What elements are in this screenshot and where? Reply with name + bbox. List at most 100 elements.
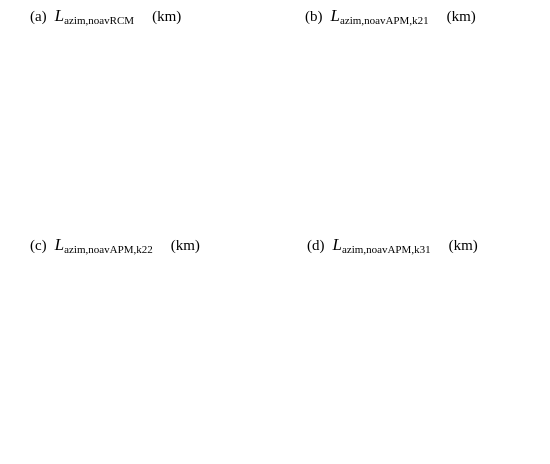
heatmap-cell (455, 110, 461, 115)
heatmap-cell (475, 96, 481, 101)
heatmap-cell (119, 183, 124, 188)
heatmap-cell (54, 334, 60, 339)
heatmap-cell (172, 64, 177, 69)
heatmap-cell (182, 120, 187, 125)
heatmap-cell (151, 43, 156, 48)
heatmap-cell (112, 68, 117, 73)
heatmap-cell (370, 176, 376, 181)
colorbar-step (511, 136, 521, 139)
heatmap-cell (172, 148, 177, 153)
heatmap-cell (140, 89, 145, 94)
heatmap-cell (58, 327, 64, 332)
heatmap-cell (207, 96, 212, 101)
heatmap-cell (419, 162, 424, 167)
heatmap-cell (398, 148, 404, 153)
heatmap-cell (439, 64, 444, 69)
heatmap-cell (350, 162, 355, 167)
heatmap-cell (330, 110, 335, 115)
heatmap-cell (80, 155, 85, 160)
heatmap-cell (431, 99, 436, 104)
heatmap-cell (427, 173, 432, 178)
heatmap-cell (119, 187, 124, 192)
heatmap-cell (54, 313, 60, 318)
heatmap-cell (126, 124, 131, 129)
heatmap-cell (110, 344, 116, 350)
heatmap-cell (161, 110, 166, 115)
heatmap-cell (50, 334, 56, 339)
heatmap-cell (179, 61, 184, 66)
heatmap-cell (410, 113, 416, 118)
heatmap-cell (487, 61, 493, 66)
heatmap-cell (471, 82, 477, 87)
heatmap-cell (406, 169, 412, 174)
heatmap-cell (179, 145, 184, 150)
heatmap-cell (144, 47, 149, 52)
heatmap-cell (80, 92, 85, 97)
heatmap-cell (186, 120, 191, 125)
heatmap-cell (33, 415, 38, 420)
heatmap-cell (467, 54, 473, 59)
x-tick-label: 0.3 (205, 198, 217, 208)
heatmap-cell (334, 176, 339, 181)
heatmap-cell (115, 47, 120, 52)
heatmap-cell (200, 110, 205, 115)
colorbar-step (511, 45, 521, 49)
heatmap-cell (110, 313, 116, 318)
heatmap-cell (63, 75, 68, 80)
heatmap-cell (129, 68, 135, 73)
colorbar-step (224, 90, 234, 93)
heatmap-cell (126, 162, 131, 167)
heatmap-cell (402, 162, 408, 167)
heatmap-cell (84, 352, 90, 357)
heatmap-cell (54, 278, 60, 283)
heatmap-cell (366, 57, 372, 62)
heatmap-cell (168, 159, 173, 164)
heatmap-cell (346, 85, 351, 90)
heatmap-cell (45, 387, 51, 392)
heatmap-cell (447, 110, 453, 115)
heatmap-cell (33, 362, 38, 367)
heatmap-cell (37, 390, 43, 395)
heatmap-cell (419, 166, 424, 171)
heatmap-cell (114, 348, 120, 353)
heatmap-cell (67, 288, 73, 293)
heatmap-cell (186, 78, 191, 83)
heatmap-cell (77, 124, 82, 129)
heatmap-cell (41, 299, 47, 304)
heatmap-cell (398, 117, 404, 122)
colorbar-step (224, 136, 234, 139)
heatmap-cell (97, 394, 103, 399)
heatmap-cell (144, 127, 149, 132)
heatmap-cell (447, 180, 453, 185)
heatmap-cell (415, 92, 420, 97)
heatmap-cell (105, 418, 111, 424)
heatmap-cell (443, 173, 448, 178)
heatmap-cell (50, 408, 56, 413)
heatmap-cell (123, 411, 128, 417)
colorbar-tick-label: 100 (524, 35, 538, 45)
heatmap-cell (189, 61, 194, 66)
heatmap-cell (115, 162, 120, 167)
heatmap-cell (37, 330, 43, 336)
heatmap-cell (370, 68, 376, 73)
heatmap-cell (126, 57, 131, 62)
title-unit: (km) (446, 9, 476, 25)
heatmap-cell (358, 141, 363, 146)
heatmap-cell (151, 96, 156, 101)
heatmap-cell (410, 145, 416, 150)
heatmap-cell (419, 152, 424, 157)
heatmap-cell (402, 75, 408, 80)
heatmap-cell (110, 330, 116, 336)
heatmap-cell (98, 50, 103, 55)
heatmap-cell (110, 285, 116, 290)
heatmap-cell (189, 89, 194, 94)
heatmap-cell (203, 180, 209, 185)
heatmap-cell (127, 369, 133, 374)
colorbar-tick-label: 200 (237, 158, 251, 168)
heatmap-cell (394, 141, 400, 146)
heatmap-cell (475, 131, 481, 136)
heatmap-cell (350, 176, 355, 181)
heatmap-cell (158, 85, 163, 90)
heatmap-cell (330, 40, 335, 45)
heatmap-cell (158, 134, 163, 139)
